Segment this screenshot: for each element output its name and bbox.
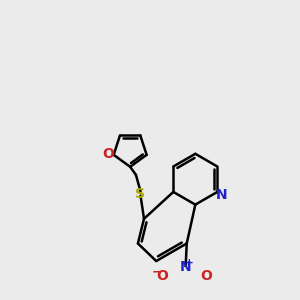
Text: +: +	[185, 258, 194, 268]
Text: N: N	[180, 260, 191, 274]
Text: O: O	[157, 269, 168, 283]
Text: S: S	[135, 187, 145, 201]
Text: O: O	[103, 147, 115, 161]
Text: −: −	[152, 265, 163, 278]
Text: O: O	[200, 269, 212, 283]
Text: N: N	[215, 188, 227, 203]
